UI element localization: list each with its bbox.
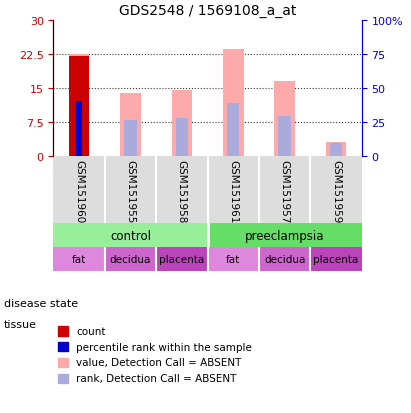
- Text: GSM151961: GSM151961: [228, 159, 238, 223]
- Text: rank, Detection Call = ABSENT: rank, Detection Call = ABSENT: [76, 373, 236, 383]
- Bar: [176, 119, 188, 156]
- Bar: [156, 248, 208, 271]
- Bar: [278, 116, 291, 156]
- Text: GSM151960: GSM151960: [74, 159, 84, 223]
- Bar: [330, 143, 342, 156]
- Bar: [310, 248, 362, 271]
- Bar: [73, 102, 85, 156]
- Bar: [69, 55, 90, 156]
- Text: fat: fat: [226, 254, 240, 264]
- Text: GSM151958: GSM151958: [177, 159, 187, 223]
- Bar: [172, 91, 192, 156]
- Text: fat: fat: [72, 254, 86, 264]
- Bar: [223, 50, 243, 156]
- Bar: [53, 224, 208, 248]
- Text: decidua: decidua: [110, 254, 151, 264]
- Bar: [53, 248, 105, 271]
- Text: GSM151957: GSM151957: [279, 159, 290, 223]
- Text: control: control: [110, 229, 151, 242]
- Bar: [227, 104, 239, 156]
- Text: value, Detection Call = ABSENT: value, Detection Call = ABSENT: [76, 358, 241, 368]
- Text: placenta: placenta: [313, 254, 359, 264]
- Bar: [326, 142, 346, 156]
- Text: disease state: disease state: [4, 299, 78, 309]
- Bar: [275, 82, 295, 156]
- Bar: [105, 248, 156, 271]
- Bar: [208, 248, 259, 271]
- Text: placenta: placenta: [159, 254, 205, 264]
- Text: percentile rank within the sample: percentile rank within the sample: [76, 342, 252, 352]
- Text: tissue: tissue: [4, 319, 37, 329]
- Text: preeclampsia: preeclampsia: [245, 229, 324, 242]
- Text: GSM151959: GSM151959: [331, 159, 341, 223]
- Title: GDS2548 / 1569108_a_at: GDS2548 / 1569108_a_at: [119, 4, 296, 18]
- Bar: [124, 121, 136, 156]
- Bar: [208, 224, 362, 248]
- Text: count: count: [76, 326, 106, 336]
- Bar: [76, 102, 82, 156]
- Text: GSM151955: GSM151955: [125, 159, 136, 223]
- Bar: [120, 94, 141, 156]
- Bar: [69, 57, 90, 156]
- Text: decidua: decidua: [264, 254, 305, 264]
- Bar: [259, 248, 310, 271]
